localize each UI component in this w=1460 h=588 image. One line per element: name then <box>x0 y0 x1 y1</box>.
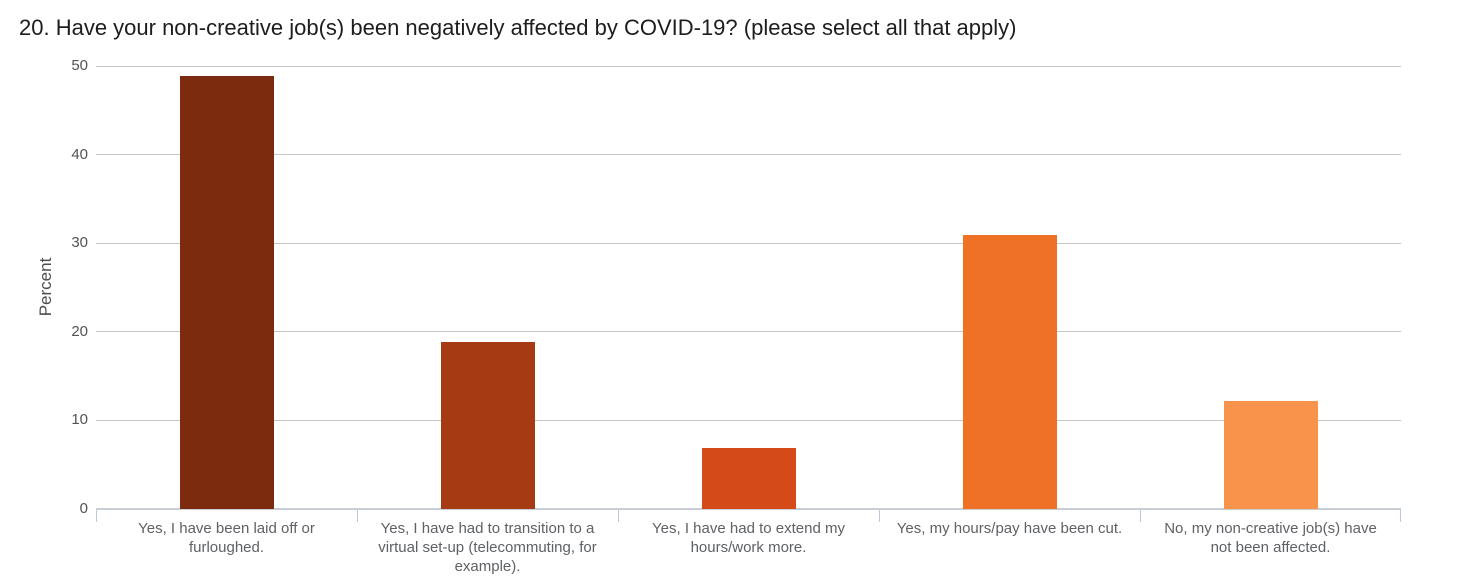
grid-line <box>96 154 1401 156</box>
bar-3[interactable] <box>701 447 796 509</box>
y-tick-label: 30 <box>71 234 88 252</box>
grid-line <box>96 331 1401 333</box>
bar-2[interactable] <box>440 342 535 509</box>
category-label-4: Yes, my hours/pay have been cut. <box>896 520 1123 537</box>
category-label-5: No, my non-creative job(s) have not been… <box>1164 520 1377 556</box>
grid-line <box>96 419 1401 421</box>
bar-5[interactable] <box>1223 400 1318 509</box>
x-axis-boundary-tick <box>1400 510 1401 522</box>
x-axis-boundary-tick <box>618 510 619 522</box>
grid-line <box>96 242 1401 244</box>
plot-area <box>96 65 1401 522</box>
category-label-1: Yes, I have been laid off or furloughed. <box>138 520 315 556</box>
y-tick-label: 40 <box>71 145 88 163</box>
chart-title: 20. Have your non-creative job(s) been n… <box>19 15 1017 40</box>
y-axis-title: Percent <box>36 257 55 317</box>
y-tick-label: 20 <box>71 322 88 340</box>
category-label-3: Yes, I have had to extend my hours/work … <box>652 520 845 556</box>
x-axis-line <box>96 508 1401 510</box>
y-tick-label: 50 <box>71 57 88 74</box>
grid-line <box>96 65 1401 67</box>
y-tick-label: 10 <box>71 411 88 429</box>
x-axis-boundary-tick <box>96 510 97 522</box>
x-axis-labels: Yes, I have been laid off or furloughed.… <box>96 519 1401 576</box>
x-axis-boundary-tick <box>1140 510 1141 522</box>
bar-1[interactable] <box>179 75 274 509</box>
y-tick-label: 0 <box>79 500 88 517</box>
category-label-2: Yes, I have had to transition to a virtu… <box>378 520 597 575</box>
x-axis-boundary-tick <box>879 510 880 522</box>
bar-4[interactable] <box>962 235 1057 509</box>
x-axis-boundary-tick <box>357 510 358 522</box>
